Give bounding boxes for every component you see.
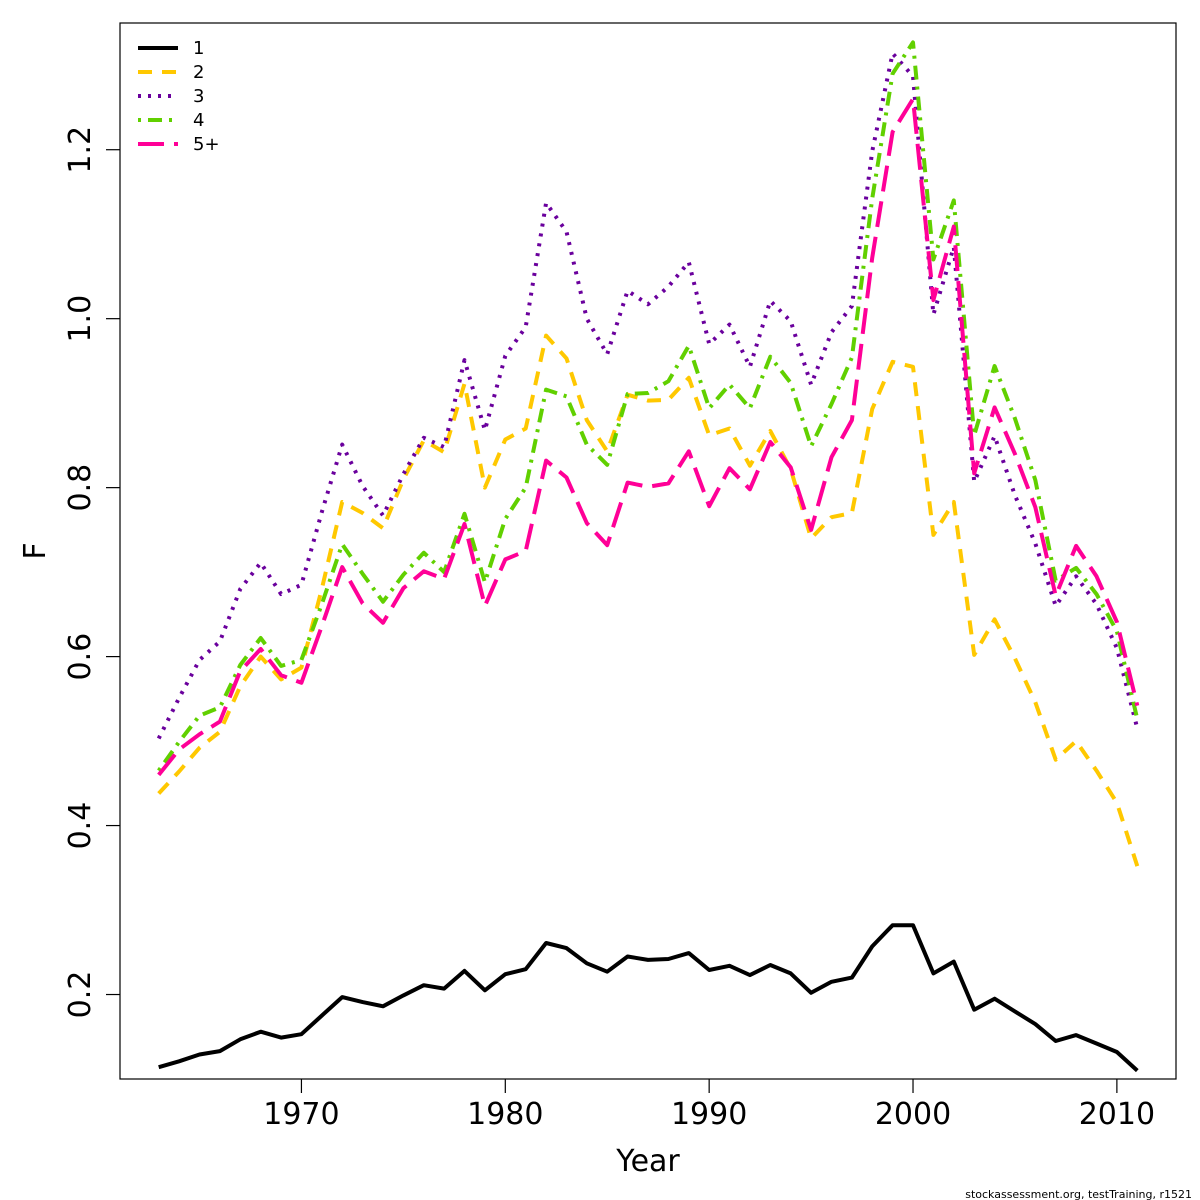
y-axis-title: F — [18, 542, 53, 559]
x-tick-label: 2010 — [1079, 1097, 1155, 1132]
x-tick-label: 2000 — [875, 1097, 951, 1132]
series-lines — [156, 40, 1140, 1073]
series-line-4 — [157, 40, 1140, 772]
y-tick-label: 0.6 — [63, 633, 98, 681]
series-line-5 — [157, 97, 1140, 777]
y-tick-label: 1.2 — [63, 126, 98, 174]
series-line-3 — [156, 51, 1140, 740]
x-tick-label: 1970 — [263, 1097, 339, 1132]
legend-label-2: 2 — [193, 62, 204, 83]
plot-frame — [119, 22, 1177, 1080]
y-tick-label: 0.4 — [63, 802, 98, 850]
credit-text: stockassessment.org, testTraining, r1521 — [965, 1188, 1192, 1200]
legend-label-1: 1 — [193, 38, 204, 59]
x-axis: 1970 1980 1990 2000 2010 — [263, 1079, 1155, 1132]
legend: 1 2 3 4 5+ — [138, 38, 220, 155]
y-tick-label: 0.2 — [63, 971, 98, 1019]
x-tick-label: 1980 — [467, 1097, 543, 1132]
y-tick-label: 0.8 — [63, 464, 98, 512]
legend-label-5: 5+ — [193, 134, 220, 155]
x-axis-title: Year — [615, 1144, 680, 1179]
y-tick-label: 1.0 — [63, 295, 98, 343]
legend-label-4: 4 — [193, 110, 204, 131]
series-line-2 — [157, 333, 1140, 867]
legend-label-3: 3 — [193, 86, 204, 107]
series-line-1 — [158, 923, 1139, 1073]
y-axis: 0.2 0.4 0.6 0.8 1.0 1.2 — [63, 126, 120, 1019]
x-tick-label: 1990 — [671, 1097, 747, 1132]
